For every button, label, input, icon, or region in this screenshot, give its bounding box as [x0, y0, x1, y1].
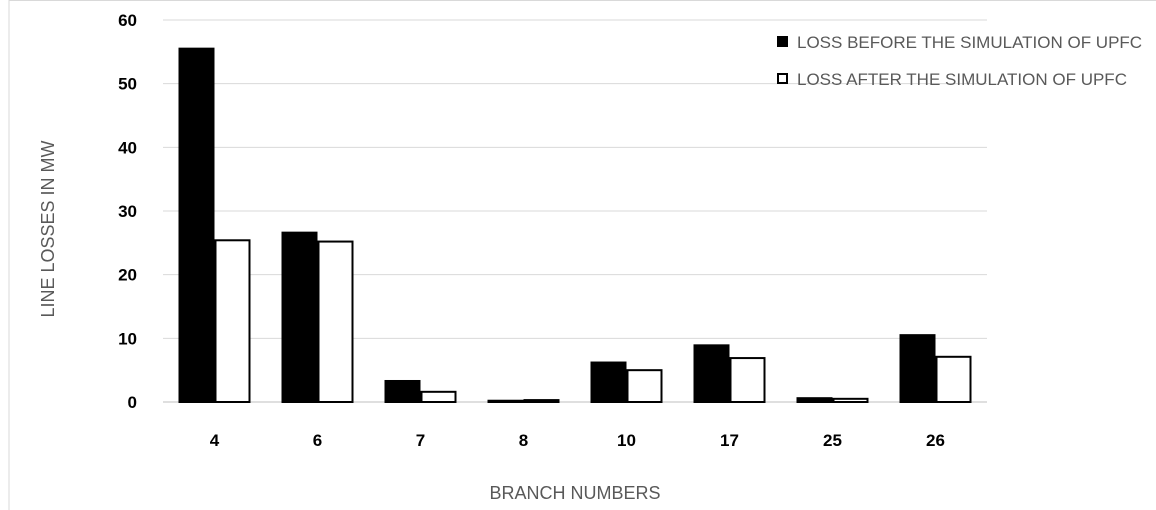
x-tick-label: 25	[823, 431, 842, 450]
legend-label-before: LOSS BEFORE THE SIMULATION OF UPFC	[797, 33, 1143, 52]
bar-before-10	[590, 361, 627, 404]
legend-swatch-after	[777, 73, 788, 84]
legend-item-before: LOSS BEFORE THE SIMULATION OF UPFC	[777, 30, 1147, 55]
bar-after-17	[729, 357, 766, 404]
x-tick-label: 26	[926, 431, 945, 450]
y-tick-label: 10	[118, 329, 137, 348]
bar-after-8	[523, 399, 560, 403]
x-tick-label: 4	[210, 431, 220, 450]
bar-before-25	[796, 397, 833, 403]
legend-label-after: LOSS AFTER THE SIMULATION OF UPFC	[797, 70, 1127, 89]
y-tick-label: 40	[118, 138, 137, 157]
x-tick-label: 6	[313, 431, 322, 450]
legend-swatch-before	[777, 36, 788, 47]
x-tick-label: 7	[416, 431, 425, 450]
y-tick-label: 50	[118, 75, 137, 94]
y-tick-label: 60	[118, 11, 137, 30]
y-tick-label: 20	[118, 266, 137, 285]
bar-before-7	[384, 379, 421, 403]
x-tick-label: 10	[617, 431, 636, 450]
y-tick-label: 30	[118, 202, 137, 221]
bar-after-26	[935, 355, 972, 403]
bar-before-26	[899, 334, 936, 403]
x-tick-label: 8	[519, 431, 528, 450]
bar-before-4	[178, 47, 215, 404]
bar-after-25	[832, 397, 869, 404]
bar-after-6	[317, 240, 354, 403]
x-tick-label: 17	[720, 431, 739, 450]
bar-after-4	[214, 239, 251, 403]
x-axis-title: BRANCH NUMBERS	[489, 483, 660, 503]
bar-before-6	[281, 231, 318, 403]
bar-before-17	[693, 344, 730, 404]
legend-item-after: LOSS AFTER THE SIMULATION OF UPFC	[777, 67, 1147, 92]
bar-after-10	[626, 369, 663, 403]
y-tick-label: 0	[128, 393, 137, 412]
chart-legend: LOSS BEFORE THE SIMULATION OF UPFC LOSS …	[777, 30, 1147, 104]
y-axis-title: LINE LOSSES IN MW	[38, 140, 58, 317]
bar-before-8	[487, 399, 524, 403]
bar-after-7	[420, 390, 457, 403]
